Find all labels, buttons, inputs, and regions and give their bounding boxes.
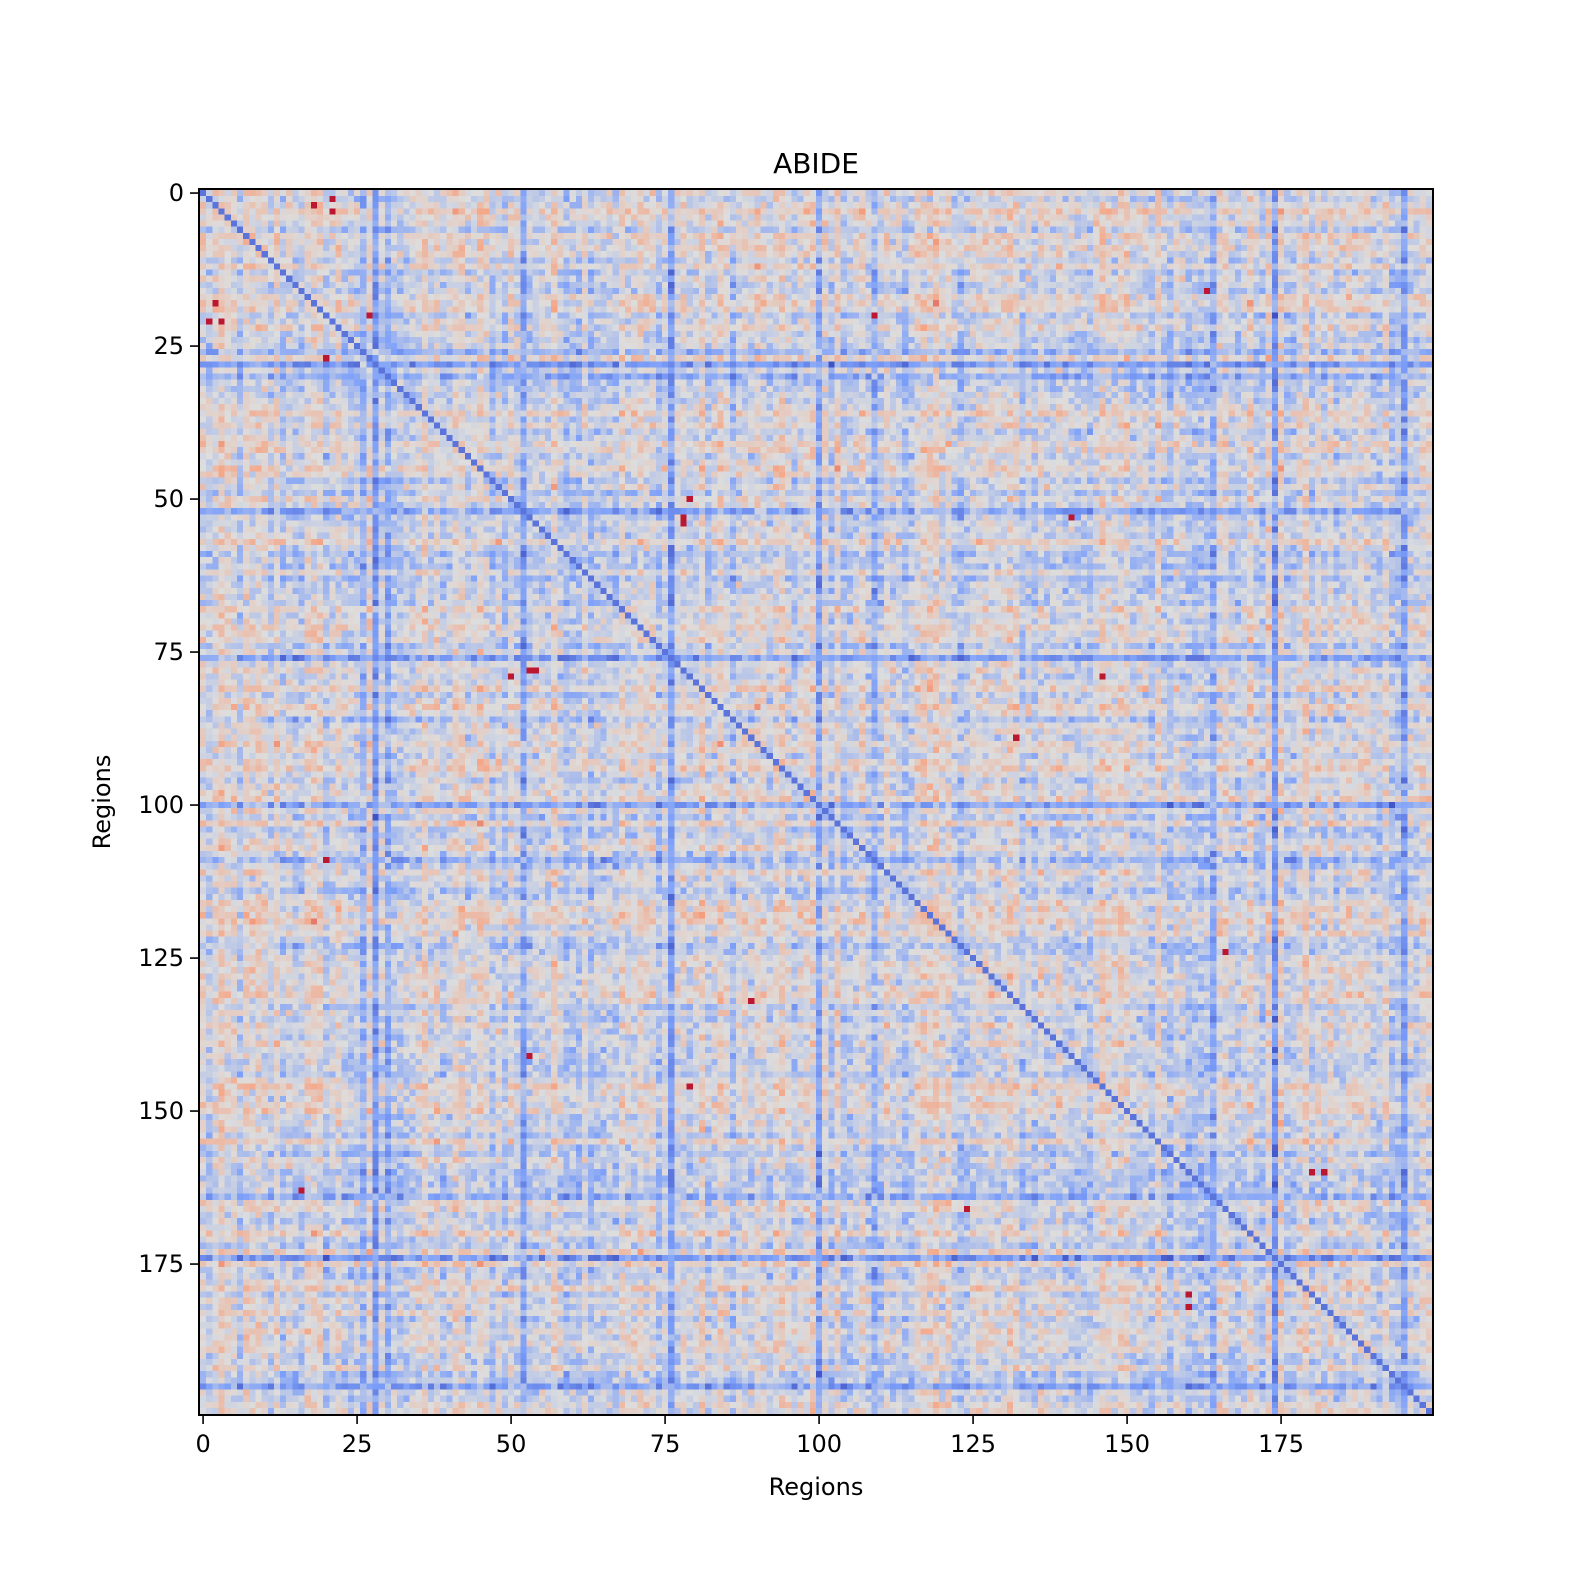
plot-frame [198, 188, 1434, 1416]
x-axis: 0 25 50 75 100 125 150 175 [195, 1415, 1304, 1458]
x-tick-label: 75 [650, 1430, 681, 1458]
x-tick-label: 175 [1258, 1430, 1304, 1458]
y-tick-label: 25 [153, 332, 184, 360]
x-tick-label: 125 [950, 1430, 996, 1458]
y-axis: 0 25 50 75 100 125 150 175 [138, 179, 199, 1278]
y-tick-label: 75 [153, 638, 184, 666]
chart-title: ABIDE [773, 147, 859, 180]
y-tick-label: 100 [138, 791, 184, 819]
y-axis-label: Regions [88, 755, 116, 850]
x-tick-label: 150 [1104, 1430, 1150, 1458]
y-tick-label: 125 [138, 944, 184, 972]
y-tick-label: 175 [138, 1250, 184, 1278]
x-axis-label: Regions [769, 1473, 864, 1501]
y-tick-label: 150 [138, 1097, 184, 1125]
y-tick-label: 0 [169, 179, 184, 207]
y-tick-label: 50 [153, 485, 184, 513]
x-tick-label: 100 [796, 1430, 842, 1458]
heatmap [200, 190, 1432, 1414]
x-tick-label: 25 [342, 1430, 373, 1458]
x-tick-label: 0 [195, 1430, 210, 1458]
x-tick-label: 50 [496, 1430, 527, 1458]
